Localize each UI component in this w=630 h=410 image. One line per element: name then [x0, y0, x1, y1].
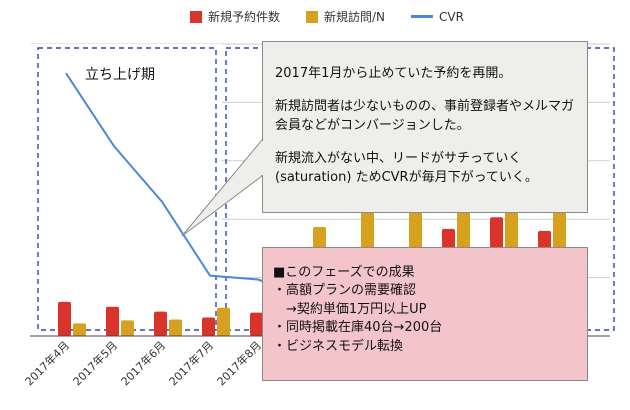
x-tick-label: 2017年6月	[118, 338, 168, 388]
legend-label-visits: 新規訪問/N	[324, 10, 386, 24]
phase-label: 立ち上げ期	[85, 67, 155, 83]
legend-swatch-visits	[306, 10, 319, 23]
bar-visits-2	[121, 320, 134, 336]
bar-visits-3	[169, 319, 182, 336]
legend-item-reservations: 新規予約件数	[190, 8, 280, 25]
callout-bottom-line-4: ・同時掲載在庫40台→200台	[273, 320, 443, 336]
x-tick-label: 2017年7月	[166, 338, 216, 388]
bar-visits-1	[73, 323, 86, 336]
bar-reservations-4	[202, 317, 215, 336]
callout-top-line-3: 新規流入がない中、リードがサチっていく(saturation) ためCVRが毎月…	[275, 150, 538, 186]
callout-bottom-line-1: ■このフェーズでの成果	[273, 265, 415, 280]
callout-top: 2017年1月から止めていた予約を再開。 新規訪問者は少ないものの、事前登録者や…	[262, 41, 588, 213]
bar-reservations-5	[250, 312, 263, 336]
bar-visits-4	[217, 307, 230, 336]
callout-top-line-1: 2017年1月から止めていた予約を再開。	[275, 66, 512, 81]
legend: 新規予約件数 新規訪問/N CVR	[190, 8, 484, 25]
callout-bottom-line-5: ・ビジネスモデル転換	[273, 338, 404, 354]
callout-top-line-2: 新規訪問者は少ないものの、事前登録者やメルマガ会員などがコンバージョンした。	[275, 98, 575, 134]
bar-reservations-3	[154, 311, 167, 336]
legend-swatch-cvr	[411, 15, 434, 18]
legend-item-visits: 新規訪問/N	[306, 8, 385, 25]
callout-bottom: ■このフェーズでの成果 ・高額プランの需要確認 →契約単価1万円以上UP ・同時…	[262, 247, 588, 381]
callout-bottom-line-3: →契約単価1万円以上UP	[273, 301, 427, 317]
launch-phase-panel	[30, 44, 222, 336]
legend-item-cvr: CVR	[411, 10, 464, 24]
legend-label-cvr: CVR	[439, 9, 464, 24]
callout-bottom-line-2: ・高額プランの需要確認	[273, 283, 417, 299]
legend-label-reservations: 新規予約件数	[208, 10, 281, 24]
bar-reservations-2	[106, 306, 119, 336]
legend-swatch-reservations	[190, 10, 202, 23]
bar-reservations-1	[58, 301, 71, 336]
x-tick-label: 2017年4月	[22, 338, 72, 388]
x-tick-label: 2017年5月	[70, 338, 120, 388]
x-tick-label: 2017年8月	[214, 338, 264, 388]
